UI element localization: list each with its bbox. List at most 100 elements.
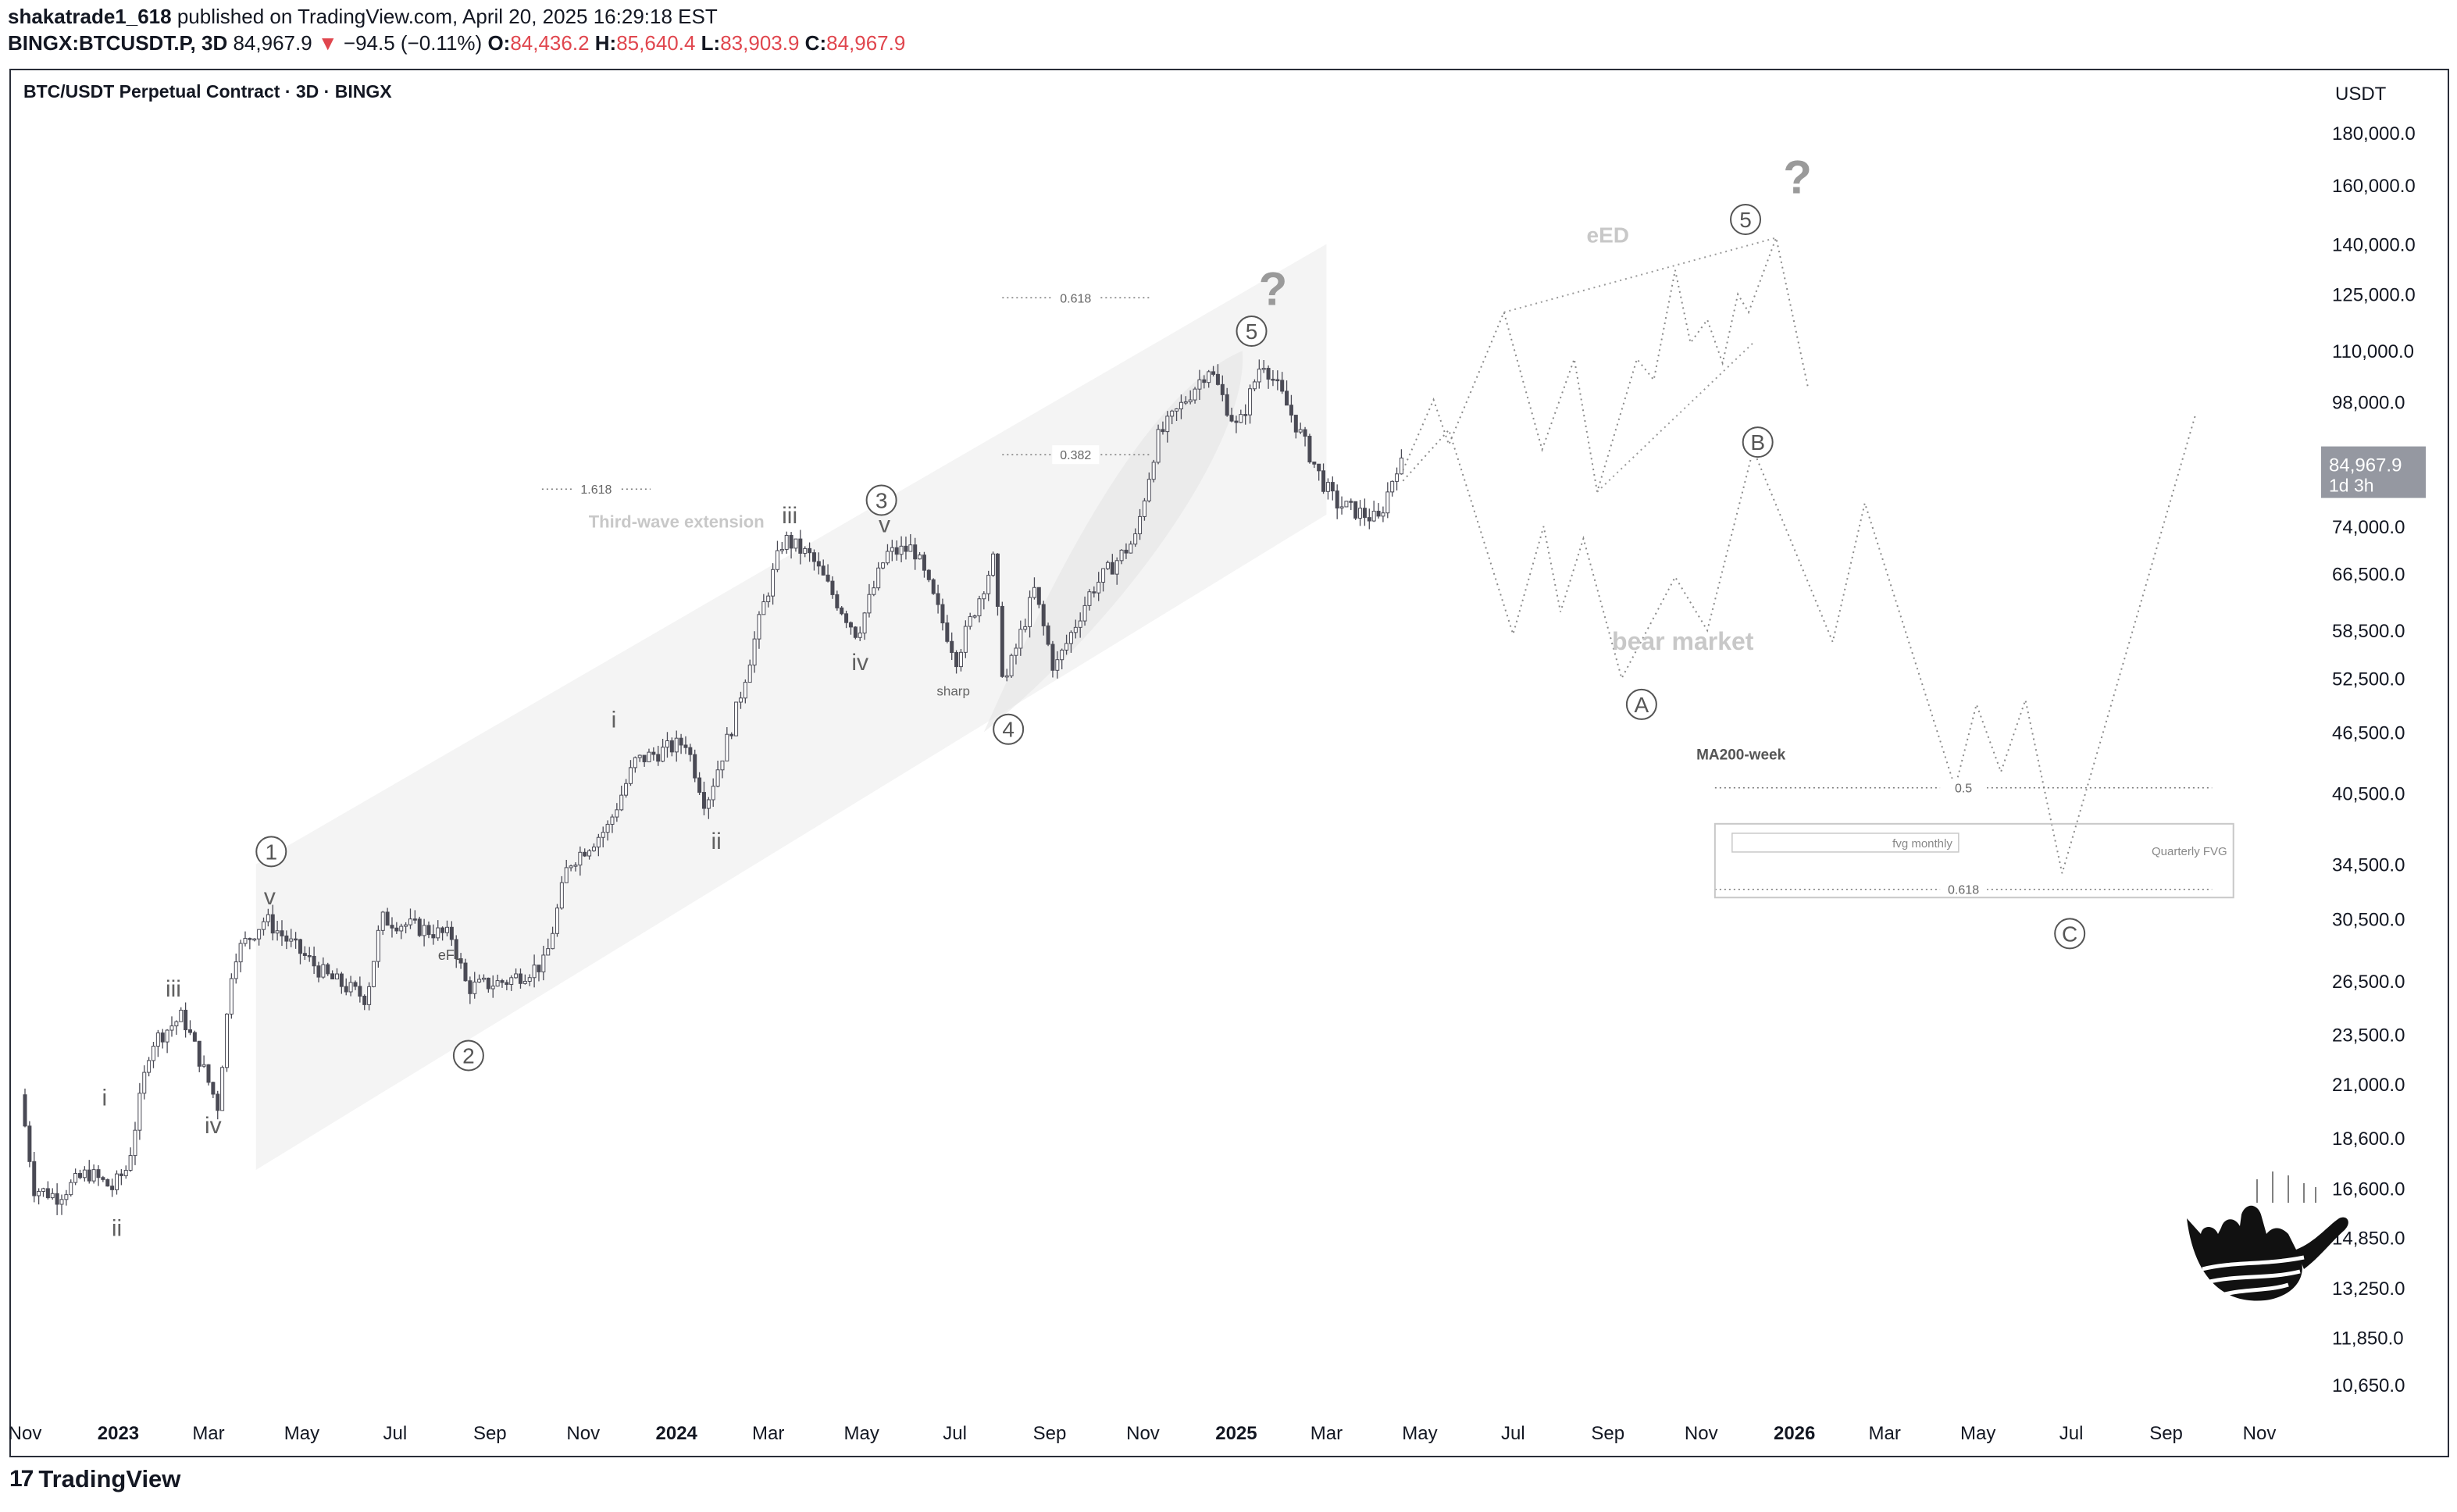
candle-body (394, 927, 399, 932)
x-tick-label: Sep (2149, 1423, 2183, 1444)
candle-body (69, 1182, 73, 1196)
candle-body (105, 1179, 110, 1187)
candle-body (1335, 490, 1339, 509)
candle-body (954, 651, 959, 668)
candle-body (771, 569, 776, 597)
candle-body (1142, 500, 1146, 517)
candle-body (1188, 399, 1193, 403)
x-tick-label: Mar (752, 1423, 784, 1444)
candle-body (82, 1169, 87, 1179)
candle-body (1064, 643, 1069, 651)
x-tick-label: Jul (2059, 1423, 2084, 1444)
candle-body (743, 682, 747, 699)
candle-body (174, 1021, 179, 1027)
candle-body (298, 939, 302, 954)
candle-body (1358, 508, 1363, 519)
candle-body (514, 973, 519, 979)
candle-body (472, 981, 477, 994)
candle-body (412, 918, 417, 921)
candle-body (133, 1129, 137, 1157)
candle-body (647, 751, 651, 762)
candle-body (1041, 604, 1046, 626)
subwave-label: iv (205, 1113, 222, 1139)
candle-body (312, 955, 316, 967)
candle-body (601, 832, 605, 838)
x-tick-label: 2025 (1215, 1423, 1257, 1444)
candle-body (1097, 581, 1101, 594)
candle-body (583, 851, 587, 857)
candle-body (302, 953, 307, 956)
candle-body (417, 918, 422, 936)
candle-body (248, 938, 252, 940)
price-tag-value: 84,967.9 (2329, 455, 2402, 476)
candle-body (321, 964, 326, 978)
candle-body (633, 757, 637, 768)
candle-body (968, 616, 972, 627)
candle-body (1009, 654, 1014, 676)
candle-body (958, 651, 963, 668)
candle-body (270, 914, 275, 934)
x-tick-label: May (1402, 1423, 1437, 1444)
candle-body (931, 579, 936, 594)
candle-body (844, 613, 849, 623)
candle-body (537, 965, 541, 972)
candle-body (972, 615, 977, 618)
candle-body (872, 587, 876, 595)
candle-body (894, 547, 899, 555)
candle-body (1220, 383, 1225, 395)
candle-body (187, 1029, 192, 1033)
fib-label-bg (572, 480, 620, 499)
candle-body (569, 865, 573, 868)
candle-body (1105, 562, 1110, 569)
candle-body (1344, 501, 1349, 508)
candle-body (151, 1046, 155, 1061)
candle-body (862, 612, 867, 634)
candle-body (986, 575, 991, 594)
candle-body (1046, 625, 1050, 645)
candle-body (37, 1190, 41, 1196)
candle-body (32, 1161, 37, 1196)
candle-body (266, 914, 270, 922)
candle-body (803, 547, 808, 554)
candle-body (371, 961, 376, 987)
y-tick-label: 46,500.0 (2332, 722, 2405, 744)
candle-body (665, 740, 669, 748)
candle-body (330, 973, 335, 980)
x-tick-label: Jul (383, 1423, 408, 1444)
candle-body (165, 1029, 169, 1043)
candle-body (706, 799, 711, 809)
candle-body (1257, 369, 1261, 383)
wave-label: C (2062, 922, 2077, 946)
candle-body (1293, 415, 1298, 433)
candle-body (123, 1169, 128, 1176)
author-name[interactable]: shakatrade1_618 (8, 5, 172, 28)
candle-body (1248, 388, 1253, 415)
question-marker: ? (1259, 263, 1288, 316)
candle-body (294, 938, 298, 941)
candle-body (238, 943, 243, 963)
candle-body (532, 965, 537, 979)
scenario-path (1402, 234, 1810, 493)
candle-body (1068, 632, 1073, 644)
chart-annotation: Third-wave extension (589, 512, 765, 531)
candle-body (1082, 604, 1087, 622)
candle-body (922, 555, 926, 571)
candle-body (789, 534, 793, 549)
candle-body (697, 777, 702, 793)
tradingview-footer[interactable]: 17 TradingView (9, 1465, 180, 1493)
thumb-shape (2296, 1217, 2348, 1269)
symbol-label[interactable]: BINGX:BTCUSDT.P, 3D (8, 31, 228, 55)
candle-body (119, 1173, 123, 1176)
candle-body (1252, 381, 1257, 390)
candle-body (463, 962, 468, 982)
candle-body (661, 747, 665, 762)
chart-frame[interactable] (9, 69, 2449, 1457)
candle-body (734, 701, 739, 736)
candle-body (344, 986, 348, 993)
x-tick-label: 2024 (656, 1423, 698, 1444)
candle-body (1050, 644, 1055, 671)
y-tick-label: 34,500.0 (2332, 855, 2405, 876)
candle-body (752, 638, 757, 666)
x-tick-label: May (843, 1423, 879, 1444)
